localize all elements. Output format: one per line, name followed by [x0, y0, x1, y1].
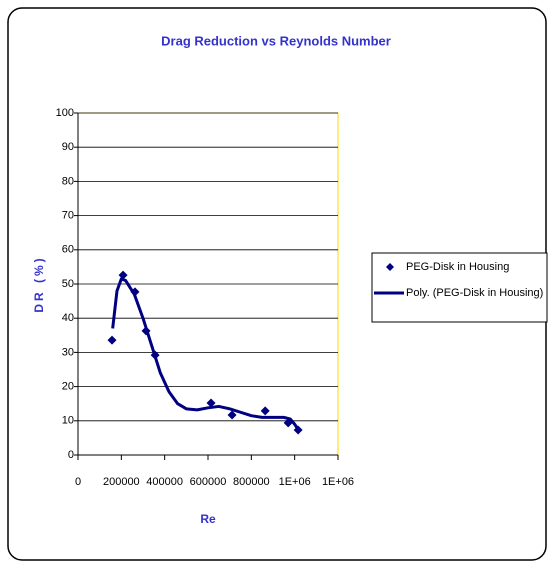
y-tick-label: 60 [62, 244, 74, 256]
x-tick-label: 0 [75, 476, 81, 488]
legend-label: Poly. (PEG-Disk in Housing) [406, 287, 543, 299]
x-tick-label: 1E+06 [322, 476, 354, 488]
y-tick-label: 80 [62, 175, 74, 187]
y-tick-label: 100 [56, 107, 74, 119]
x-tick-label: 1E+06 [279, 476, 311, 488]
data-point [206, 398, 216, 408]
y-axis-label: DR (%) [32, 255, 46, 312]
x-tick-label: 600000 [190, 476, 227, 488]
y-tick-label: 50 [62, 278, 74, 290]
x-tick-label: 200000 [103, 476, 140, 488]
x-tick-label: 800000 [233, 476, 270, 488]
data-point [118, 270, 128, 280]
y-tick-label: 10 [62, 415, 74, 427]
y-tick-label: 20 [62, 381, 74, 393]
legend-label: PEG-Disk in Housing [406, 261, 509, 273]
legend [371, 252, 548, 323]
data-point [260, 406, 270, 416]
y-tick-label: 70 [62, 210, 74, 222]
x-tick-label: 400000 [146, 476, 183, 488]
y-tick-label: 0 [68, 449, 74, 461]
chart-title: Drag Reduction vs Reynolds Number [161, 33, 391, 48]
y-tick-label: 30 [62, 346, 74, 358]
data-point [227, 410, 237, 420]
y-tick-label: 40 [62, 312, 74, 324]
data-point [107, 335, 117, 345]
trend-line [111, 277, 301, 432]
y-tick-label: 90 [62, 141, 74, 153]
x-axis-label: Re [200, 512, 216, 526]
legend-marker [386, 263, 394, 271]
